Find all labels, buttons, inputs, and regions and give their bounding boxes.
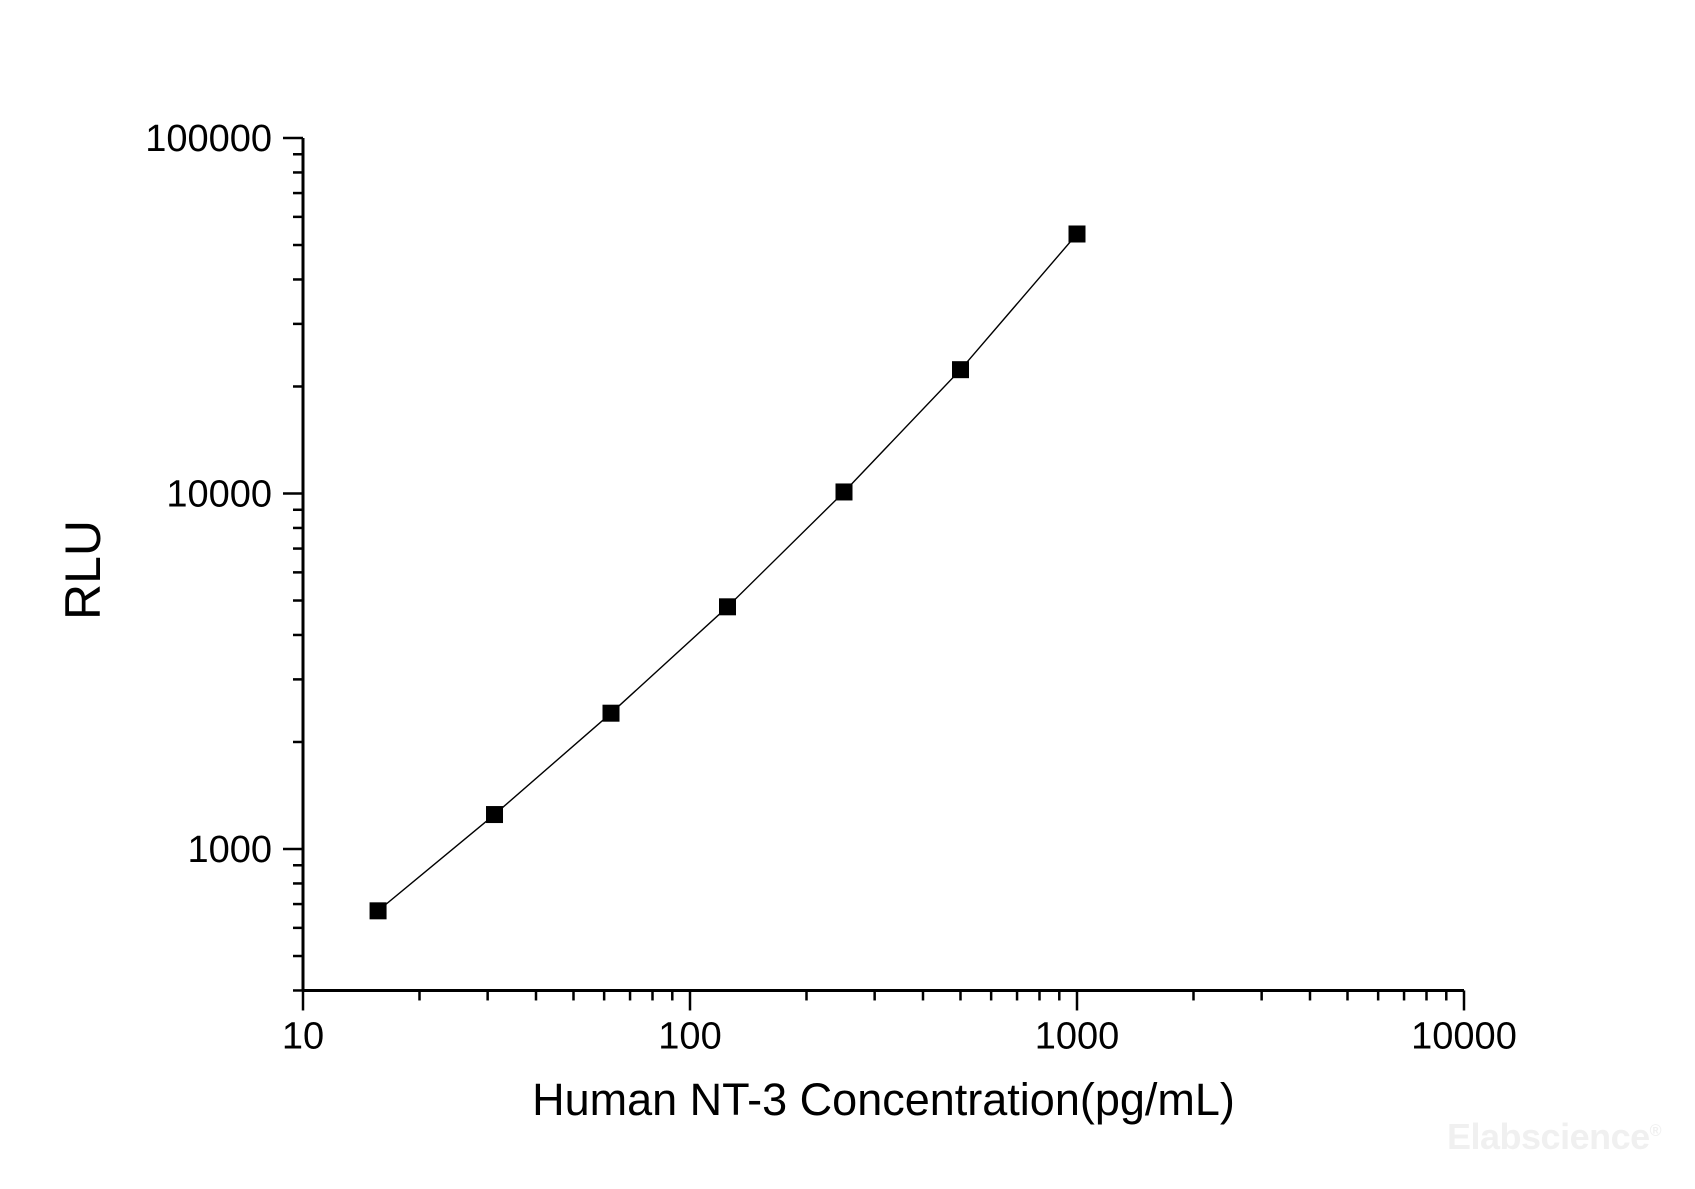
y-tick-label: 10000: [166, 474, 272, 516]
x-tick-label: 10000: [1411, 1015, 1517, 1057]
x-tick-label: 1000: [1035, 1015, 1120, 1057]
data-point-marker: [835, 483, 853, 501]
data-point-marker: [369, 902, 387, 920]
x-tick-label: 100: [658, 1015, 721, 1057]
data-point-marker: [602, 704, 620, 722]
registered-mark-icon: ®: [1649, 1122, 1662, 1140]
y-tick-label: 100000: [145, 118, 272, 160]
y-axis-title: RLU: [55, 520, 111, 620]
data-point-marker: [1068, 225, 1086, 243]
watermark-text: Elabscience: [1447, 1116, 1650, 1157]
watermark: Elabscience®: [1447, 1116, 1662, 1158]
x-tick-label: 10: [282, 1015, 324, 1057]
x-axis-title: Human NT-3 Concentration(pg/mL): [532, 1074, 1235, 1125]
data-point-marker: [719, 598, 737, 616]
curve-line: [377, 233, 1078, 912]
data-point-marker: [952, 361, 970, 379]
data-point-marker: [486, 806, 504, 824]
y-tick-label: 1000: [187, 829, 272, 871]
